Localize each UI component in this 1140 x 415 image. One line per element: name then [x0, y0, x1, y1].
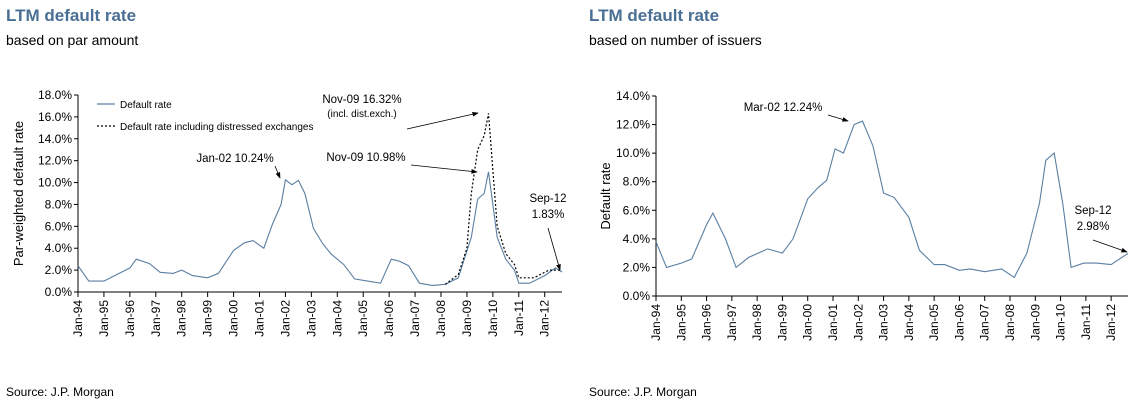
y-tick-label: 2.0%: [623, 260, 651, 274]
y-tick-label: 4.0%: [45, 241, 73, 255]
y-tick-label: 4.0%: [623, 232, 651, 246]
annotation-arrow: [547, 227, 561, 271]
x-tick-label: Jan-09: [460, 300, 474, 337]
series-line-default-rate: [655, 120, 1129, 279]
x-tick-label: Jan-00: [801, 304, 815, 341]
y-tick-label: 10.0%: [616, 146, 650, 160]
chart-subtitle: based on par amount: [6, 32, 139, 48]
series-line-default-rate: [77, 171, 563, 286]
chart-number-of-issuers: 0.0% 2.0% 4.0% 6.0% 8.0% 10.0% 12.0% 14.0% Jan-9…: [598, 89, 1129, 341]
annotation-arrow: [827, 114, 849, 122]
x-tick-label: Jan-96: [123, 300, 137, 337]
y-axis-label: Default rate: [598, 162, 613, 229]
x-tick-label: Jan-96: [700, 304, 714, 341]
x-tick-label: Jan-10: [486, 300, 500, 337]
x-tick-label: Jan-12: [538, 300, 552, 337]
x-tick-label: Jan-01: [253, 300, 267, 337]
annotation-label: Mar-02 12.24%: [744, 102, 823, 114]
x-tick-label: Jan-11: [1079, 304, 1093, 340]
x-tick-label: Jan-94: [649, 304, 663, 341]
annotation-label: (incl. dist.exch.): [327, 109, 396, 120]
y-tick-label: 0.0%: [45, 285, 73, 299]
x-tick-label: Jan-04: [330, 300, 344, 337]
chart-title: LTM default rate: [6, 6, 137, 25]
x-tick-label: Jan-04: [902, 304, 916, 341]
y-tick-label: 6.0%: [45, 219, 73, 233]
annotation-label: Nov-09 10.98%: [326, 152, 405, 164]
annotation-label: Jan-02 10.24%: [196, 153, 273, 165]
x-tick-label: Jan-99: [201, 300, 215, 337]
annotation-arrow: [1092, 239, 1128, 253]
annotation-arrow: [274, 165, 281, 179]
series-line-distressed: [444, 113, 562, 285]
chart-panel-issuers: LTM default rate based on number of issu…: [583, 0, 1140, 415]
source-note: Source: J.P. Morgan: [589, 385, 697, 399]
annotation-label: 1.83%: [532, 209, 565, 221]
x-tick-label: Jan-07: [408, 300, 422, 337]
x-tick-label: Jan-08: [434, 300, 448, 337]
x-tick-label: Jan-09: [1028, 304, 1042, 341]
y-tick-label: 0.0%: [623, 289, 651, 303]
y-tick-label: 16.0%: [38, 110, 72, 124]
x-tick-label: Jan-98: [750, 304, 764, 341]
y-tick-label: 8.0%: [45, 197, 73, 211]
x-tick-label: Jan-97: [149, 300, 163, 337]
chart-par-amount: 0.0% 2.0% 4.0% 6.0% 8.0% 10.0% 12.0% 14.0% 16.0%…: [11, 88, 567, 337]
source-note: Source: J.P. Morgan: [6, 385, 114, 399]
x-tick-label: Jan-05: [927, 304, 941, 341]
y-tick-label: 14.0%: [616, 89, 650, 103]
x-tick-label: Jan-97: [725, 304, 739, 341]
x-tick-label: Jan-05: [356, 300, 370, 337]
x-tick-label: Jan-02: [851, 304, 865, 341]
x-tick-label: Jan-98: [175, 300, 189, 337]
y-tick-label: 8.0%: [623, 175, 651, 189]
y-axis-label: Par-weighted default rate: [11, 121, 26, 266]
y-tick-label: 12.0%: [616, 118, 650, 132]
x-tick-label: Jan-03: [877, 304, 891, 341]
x-tick-label: Jan-12: [1104, 304, 1118, 341]
annotation-label: Sep-12: [529, 193, 566, 205]
x-tick-label: Jan-06: [382, 300, 396, 337]
y-tick-label: 18.0%: [38, 88, 72, 102]
legend-label: Default rate including distressed exchan…: [120, 122, 313, 133]
y-tick-label: 14.0%: [38, 132, 72, 146]
x-tick-label: Jan-11: [512, 300, 526, 336]
x-tick-label: Jan-03: [304, 300, 318, 337]
x-tick-label: Jan-94: [71, 300, 85, 337]
chart-title: LTM default rate: [589, 6, 720, 25]
x-tick-label: Jan-00: [227, 300, 241, 337]
y-tick-label: 2.0%: [45, 263, 73, 277]
x-tick-label: Jan-06: [952, 304, 966, 341]
x-tick-label: Jan-95: [674, 304, 688, 341]
x-tick-label: Jan-08: [1003, 304, 1017, 341]
annotation-arrow: [410, 164, 478, 174]
y-tick-label: 12.0%: [38, 154, 72, 168]
x-tick-label: Jan-07: [978, 304, 992, 341]
annotation-arrow: [406, 111, 479, 130]
chart-panel-par: LTM default rate based on par amount 0.0…: [6, 6, 567, 399]
chart-subtitle: based on number of issuers: [589, 32, 762, 48]
x-tick-label: Jan-95: [97, 300, 111, 337]
y-tick-label: 6.0%: [623, 203, 651, 217]
annotation-label: Nov-09 16.32%: [322, 94, 401, 106]
annotation-label: Sep-12: [1074, 205, 1111, 217]
x-tick-label: Jan-01: [826, 304, 840, 341]
x-tick-label: Jan-99: [775, 304, 789, 341]
x-tick-label: Jan-02: [278, 300, 292, 337]
y-tick-label: 10.0%: [38, 176, 72, 190]
annotation-label: 2.98%: [1077, 221, 1110, 233]
legend-label: Default rate: [120, 100, 172, 111]
x-tick-label: Jan-10: [1054, 304, 1068, 341]
